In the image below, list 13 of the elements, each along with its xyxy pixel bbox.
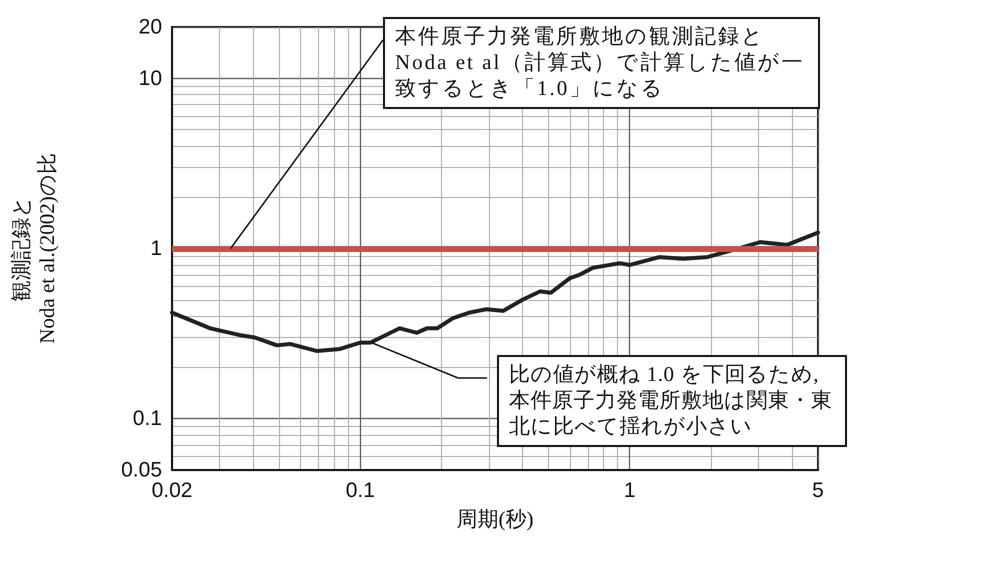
y-axis-title: 観測記録と Noda et al.(2002)の比 — [9, 153, 59, 344]
y-tick-label: 10 — [138, 66, 162, 90]
x-axis-title: 周期(秒) — [456, 507, 534, 531]
y-tick-label: 20 — [138, 16, 162, 38]
annotation: 本件原子力発電所敷地の観測記録と Noda et al（計算式）で計算した値が一致するとき「1.0」になる — [395, 24, 804, 100]
annotation: 比の値が概ね 1.0 を下回るため,本件原子力発電所敷地は関東・東北に比べて揺れが小さい — [509, 362, 832, 438]
y-tick-label: 0.05 — [121, 458, 162, 482]
x-tick-label: 0.1 — [346, 479, 375, 502]
y-tick-label: 1 — [150, 237, 162, 260]
x-tick-label: 5 — [812, 479, 824, 502]
x-tick-label: 1 — [624, 479, 636, 502]
x-tick-label: 0.02 — [152, 479, 192, 502]
y-tick-label: 0.1 — [132, 407, 162, 430]
